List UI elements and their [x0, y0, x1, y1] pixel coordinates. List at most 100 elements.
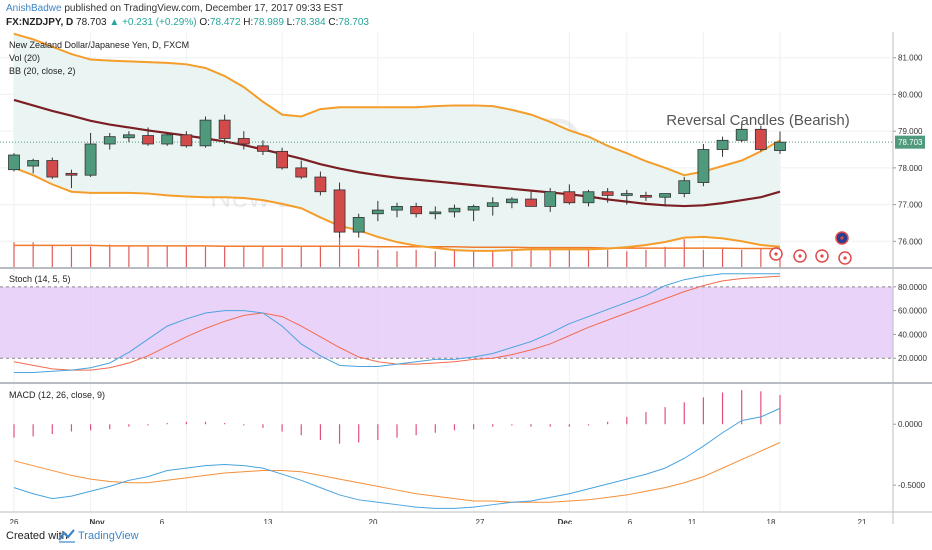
candle[interactable] — [27, 158, 40, 174]
candle[interactable] — [180, 131, 193, 148]
price-tick: 77.000 — [898, 201, 923, 210]
chart-canvas[interactable]: NZDJPY, D New Zealand Dollar/Japanese Ye… — [0, 32, 932, 524]
candle[interactable] — [525, 191, 537, 207]
stochastic-pane[interactable]: Stoch (14, 5, 5) 80.0000 60.0000 40.0000 20… — [0, 273, 927, 373]
candle[interactable] — [735, 123, 748, 143]
candle[interactable] — [716, 136, 729, 157]
candle[interactable] — [199, 116, 212, 148]
time-tick: 6 — [160, 518, 165, 524]
price-tick: 80.000 — [898, 90, 923, 99]
volume-ma-line — [14, 244, 780, 250]
price-tick: 81.000 — [898, 54, 923, 63]
stochastic-tick: 60.0000 — [898, 307, 927, 316]
publish-text: published on TradingView.com, December 1… — [64, 3, 344, 14]
candle[interactable] — [563, 184, 576, 205]
open-label: O: — [199, 17, 210, 28]
bb-indicator-label[interactable]: BB (20, close, 2) — [9, 66, 76, 76]
candle[interactable] — [371, 200, 384, 222]
time-tick: 6 — [628, 518, 633, 524]
price-pane-title: New Zealand Dollar/Japanese Yen, D, FXCM — [9, 40, 189, 50]
candle[interactable] — [352, 213, 365, 238]
candle[interactable] — [678, 177, 691, 198]
event-icon[interactable] — [838, 251, 852, 265]
vol-indicator-label[interactable]: Vol (20) — [9, 53, 40, 63]
macd-tick: -0.5000 — [898, 481, 926, 490]
candle[interactable] — [218, 114, 231, 144]
candle[interactable] — [237, 131, 250, 150]
candles[interactable] — [8, 114, 786, 238]
candle[interactable] — [640, 191, 652, 201]
bollinger-lower — [13, 166, 781, 252]
price-tick: 76.000 — [898, 237, 923, 246]
bollinger-upper — [13, 32, 781, 177]
candle[interactable] — [429, 206, 442, 220]
last-price-label: 78.703 — [898, 138, 923, 147]
candle[interactable] — [84, 132, 97, 178]
candle[interactable] — [410, 202, 423, 218]
event-icon[interactable] — [769, 247, 783, 261]
time-axis[interactable]: 26 Nov 6 13 20 27 Dec 6 11 18 21 — [10, 518, 867, 524]
bollinger-basis — [13, 98, 781, 208]
time-tick: 20 — [369, 518, 378, 524]
candle[interactable] — [257, 140, 269, 156]
tradingview-brand[interactable]: TradingView — [78, 530, 139, 542]
candle[interactable] — [754, 125, 767, 152]
candle[interactable] — [123, 131, 135, 143]
candle[interactable] — [601, 188, 614, 203]
author-link[interactable]: AnishBadwe — [6, 3, 62, 14]
time-tick: 18 — [767, 518, 776, 524]
candle[interactable] — [544, 188, 557, 212]
candle[interactable] — [103, 132, 116, 150]
candle[interactable] — [505, 197, 518, 209]
time-tick: Nov — [89, 518, 105, 524]
price-pane[interactable]: NZDJPY, D New Zealand Dollar/Japanese Ye… — [0, 32, 925, 267]
last-price: 78.703 — [76, 17, 107, 28]
stochastic-band — [0, 286, 893, 359]
event-icon[interactable] — [835, 231, 849, 245]
stochastic-axis: 80.0000 60.0000 40.0000 20.0000 — [893, 283, 927, 363]
time-tick: 26 — [10, 518, 19, 524]
candle[interactable] — [467, 204, 480, 222]
stochastic-k-line — [14, 273, 780, 373]
high-value: 78.989 — [253, 17, 284, 28]
candle[interactable] — [582, 189, 595, 207]
candle[interactable] — [8, 153, 20, 172]
candle[interactable] — [620, 189, 633, 205]
created-with-text: Created with — [6, 530, 68, 542]
candle[interactable] — [486, 197, 499, 216]
time-tick: 21 — [858, 518, 867, 524]
candle[interactable] — [46, 157, 59, 179]
candle[interactable] — [774, 131, 786, 154]
candle[interactable] — [142, 127, 154, 146]
event-icon[interactable] — [815, 249, 829, 263]
pane-dividers[interactable] — [0, 32, 932, 524]
price-tick: 78.000 — [898, 164, 923, 173]
tradingview-logo-icon — [58, 529, 75, 543]
time-tick: 11 — [688, 518, 697, 524]
candle[interactable] — [448, 204, 461, 218]
candle[interactable] — [659, 193, 671, 207]
symbol[interactable]: FX:NZDJPY, D — [6, 17, 74, 28]
event-icon[interactable] — [793, 249, 807, 263]
candle[interactable] — [65, 169, 78, 189]
stochastic-tick: 20.0000 — [898, 354, 927, 363]
stochastic-title[interactable]: Stoch (14, 5, 5) — [9, 274, 71, 284]
candle[interactable] — [697, 143, 710, 187]
price-axis[interactable]: 81.000 80.000 79.000 78.000 77.000 76.000 — [893, 54, 923, 247]
candle[interactable] — [333, 182, 346, 238]
candle[interactable] — [161, 132, 174, 146]
low-label: L: — [286, 17, 296, 28]
annotation-text: Reversal Candles (Bearish) — [666, 112, 849, 129]
macd-title[interactable]: MACD (12, 26, close, 9) — [9, 390, 105, 400]
volume-bars — [13, 234, 781, 267]
candle[interactable] — [314, 171, 327, 196]
event-markers[interactable] — [769, 231, 852, 265]
close-label: C: — [328, 17, 339, 28]
candle[interactable] — [391, 202, 403, 218]
candle[interactable] — [295, 160, 308, 179]
low-value: 78.384 — [295, 17, 326, 28]
macd-pane[interactable]: MACD (12, 26, close, 9) 0.0000 -0.5000 — [9, 390, 926, 509]
time-tick: Dec — [558, 518, 573, 524]
macd-tick: 0.0000 — [898, 420, 923, 429]
candle[interactable] — [276, 147, 289, 170]
